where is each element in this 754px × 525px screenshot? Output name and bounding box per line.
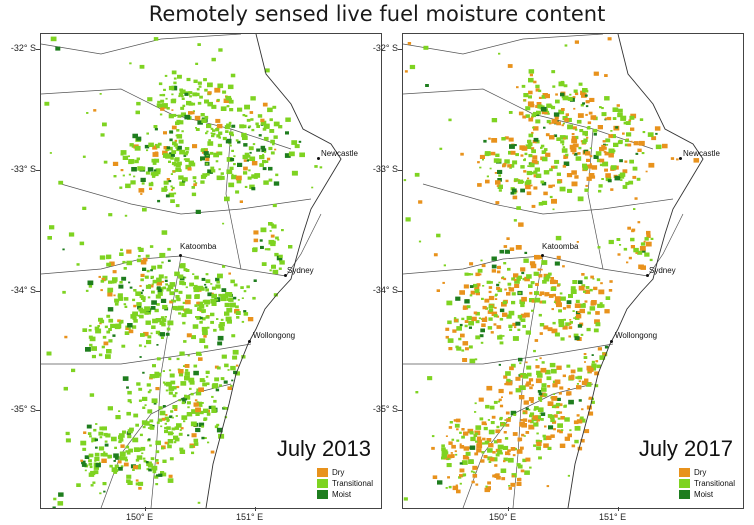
city-marker-sydney (284, 274, 287, 277)
lat-label-left: -35° S (10, 404, 36, 414)
moist-swatch (316, 490, 328, 499)
city-label-katoomba: Katoomba (542, 242, 579, 251)
moist-swatch (678, 490, 690, 499)
legend-item-moist: Moist (678, 489, 735, 500)
dry-swatch (316, 468, 328, 477)
lon-label-right: 151° E (599, 512, 627, 522)
legend-2017: Dry Transitional Moist (678, 467, 735, 500)
axis-tick (255, 507, 256, 511)
lat-label-left: -33° S (10, 164, 36, 174)
lat-label-right: -32° S (372, 43, 398, 53)
lat-label-right: -35° S (372, 404, 398, 414)
city-marker-sydney (646, 274, 649, 277)
city-marker-newcastle (317, 157, 320, 160)
city-label-katoomba: Katoomba (180, 242, 217, 251)
lat-label-left: -32° S (10, 43, 36, 53)
axis-tick (36, 49, 40, 50)
lon-label-left: 151° E (236, 512, 264, 522)
axis-tick (398, 410, 402, 411)
axis-tick (36, 410, 40, 411)
city-marker-katoomba (541, 254, 544, 257)
axis-tick (508, 507, 509, 511)
city-marker-newcastle (679, 157, 682, 160)
city-label-wollongong: Wollongong (253, 331, 296, 340)
lat-label-right: -34° S (372, 285, 398, 295)
lon-label-left: 150° E (126, 512, 154, 522)
legend-item-transitional: Transitional (316, 478, 373, 489)
city-label-wollongong: Wollongong (615, 331, 658, 340)
transitional-swatch (316, 479, 328, 488)
axis-tick (36, 170, 40, 171)
map-canvas-2013 (41, 34, 342, 508)
map-panel-2017: Newcastle Katoomba Sydney Wollongong Jul… (402, 33, 744, 509)
legend-item-transitional: Transitional (678, 478, 735, 489)
axis-tick (36, 291, 40, 292)
legend-item-dry: Dry (678, 467, 735, 478)
legend-2013: Dry Transitional Moist (316, 467, 373, 500)
city-marker-katoomba (179, 254, 182, 257)
axis-tick (398, 291, 402, 292)
map-panel-2013: Newcastle Katoomba Sydney Wollongong Jul… (40, 33, 382, 509)
city-label-sydney: Sydney (649, 266, 676, 275)
lat-label-left: -34° S (10, 285, 36, 295)
period-label-2017: July 2017 (638, 436, 733, 461)
lon-label-right: 150° E (489, 512, 517, 522)
city-marker-wollongong (610, 340, 613, 343)
lat-label-right: -33° S (372, 164, 398, 174)
city-marker-wollongong (248, 340, 251, 343)
figure-title: Remotely sensed live fuel moisture conte… (148, 2, 606, 26)
transitional-swatch (678, 479, 690, 488)
city-label-newcastle: Newcastle (321, 149, 358, 158)
legend-item-dry: Dry (316, 467, 373, 478)
city-label-sydney: Sydney (287, 266, 314, 275)
legend-item-moist: Moist (316, 489, 373, 500)
axis-tick (398, 170, 402, 171)
city-label-newcastle: Newcastle (683, 149, 720, 158)
dry-swatch (678, 468, 690, 477)
axis-tick (618, 507, 619, 511)
axis-tick (398, 49, 402, 50)
map-canvas-2017 (403, 34, 704, 508)
period-label-2013: July 2013 (276, 436, 371, 461)
axis-tick (145, 507, 146, 511)
